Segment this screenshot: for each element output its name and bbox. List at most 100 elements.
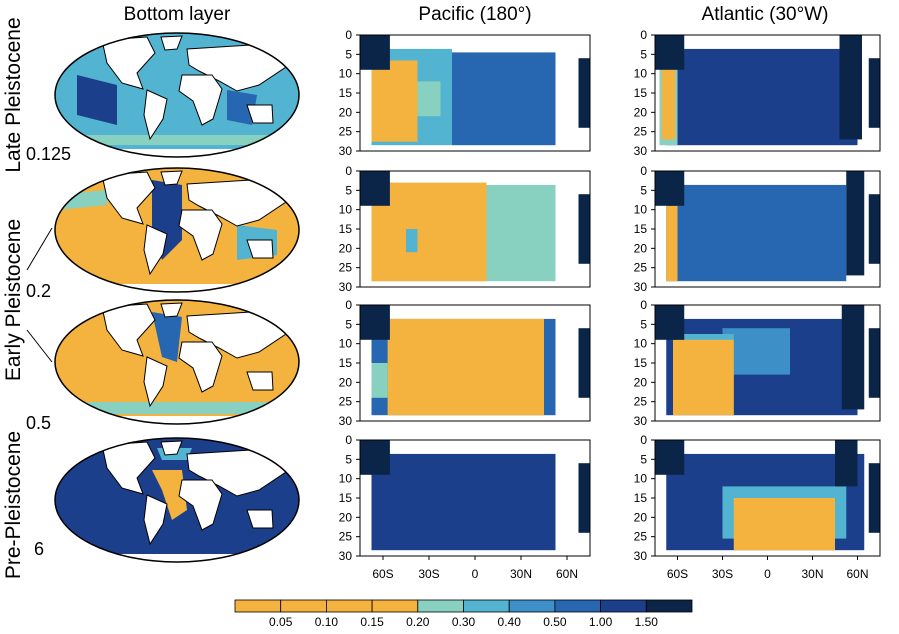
section-panel: 0 5 10 15 20 25 30 60S 30S 0 30N 60N [339,433,591,581]
y-tick-label: 15 [339,356,353,370]
continent [143,89,168,141]
continent [160,440,183,456]
section-region [733,498,835,551]
continent [178,74,223,126]
y-tick-label: 5 [640,317,647,331]
y-tick-label: 20 [339,375,353,389]
y-tick-label: 10 [339,472,353,486]
continent [160,302,183,318]
section-region [666,48,858,146]
section-panel: 0 5 10 15 20 25 30 [634,28,881,158]
y-tick-label: 0 [345,433,352,447]
y-tick-label: 30 [339,414,353,428]
map [54,299,300,425]
x-tick-label: 30N [801,567,823,581]
ocean-region [67,135,287,145]
colorbar-label: 1.00 [589,615,613,629]
land [655,171,685,206]
land [868,328,880,398]
colorbar-segment [280,599,327,613]
y-tick-label: 30 [634,549,648,563]
y-tick-label: 20 [634,375,648,389]
y-tick-label: 10 [634,472,648,486]
colorbar-segment [645,599,693,613]
x-tick-label: 60S [372,567,393,581]
section-panel: 0 5 10 15 20 25 30 [634,298,881,428]
map [54,167,300,293]
section-region [841,305,865,410]
section-panel: 0 5 10 15 20 25 30 [634,164,881,294]
land [578,328,590,398]
y-tick-label: 15 [339,222,353,236]
y-tick-label: 0 [345,164,352,178]
continent [160,170,183,186]
connector [26,329,53,363]
y-tick-label: 5 [640,47,647,61]
section-panel: 0 5 10 15 20 25 30 [339,164,591,294]
continent [101,441,156,495]
y-tick-label: 15 [339,491,353,505]
x-tick-label: 0 [472,567,479,581]
section-region [371,182,487,282]
land [578,194,590,264]
continent [160,35,183,51]
map-content [55,440,299,562]
section-region [666,184,847,282]
continent [178,479,223,531]
y-tick-label: 20 [339,105,353,119]
section-region [846,171,865,276]
y-tick-label: 30 [634,280,648,294]
y-tick-label: 10 [339,67,353,81]
map-border [54,167,300,293]
y-tick-label: 0 [640,433,647,447]
section-region [452,52,556,146]
y-tick-label: 5 [345,183,352,197]
section-panel: 0 5 10 15 20 25 30 [339,28,591,158]
colorbar-label: 0.50 [543,615,567,629]
y-tick-label: 20 [634,241,648,255]
land [578,58,590,128]
ocean-region [152,470,187,520]
colorbar-label: 0.10 [315,615,339,629]
colorbar-label: 0.05 [269,615,293,629]
colorbar-segment [417,599,464,613]
y-tick-label: 30 [339,280,353,294]
connector [26,227,53,271]
y-tick-label: 0 [640,164,647,178]
y-tick-label: 10 [634,67,648,81]
y-tick-label: 10 [339,337,353,351]
section-region [371,363,388,398]
colorbar-segment [234,599,282,613]
y-tick-label: 15 [339,86,353,100]
x-tick-label: 60N [556,567,578,581]
y-tick-label: 25 [339,530,353,544]
colorbar-label: 0.40 [498,615,522,629]
y-tick-label: 10 [339,203,353,217]
y-tick-label: 5 [640,183,647,197]
section-region [406,229,418,253]
land [360,171,390,206]
continent [178,209,223,261]
continent [143,224,168,276]
y-tick-label: 15 [634,356,648,370]
ocean-region [77,75,117,125]
column-title: Atlantic (30°W) [702,4,829,25]
x-tick-label: 30S [712,567,733,581]
continent [143,356,168,408]
x-tick-label: 30N [510,567,532,581]
land [578,463,590,533]
colorbar-label: 0.20 [406,615,430,629]
continent [143,494,168,546]
land [655,35,685,70]
land [655,440,685,475]
map-content [55,35,299,157]
y-tick-label: 5 [345,452,352,466]
land [868,463,880,533]
antarctica [55,416,299,424]
continent [101,303,156,357]
map-border [54,32,300,158]
column-title: Bottom layer [124,4,231,25]
land [360,440,390,475]
continent [178,341,223,393]
